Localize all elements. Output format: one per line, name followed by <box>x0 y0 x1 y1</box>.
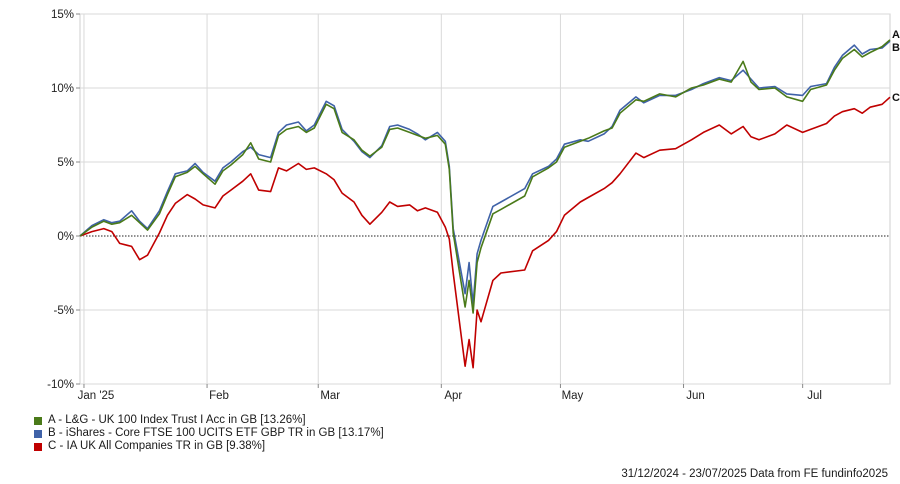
legend-swatch-a <box>34 416 42 425</box>
y-tick-label: -5% <box>54 305 74 317</box>
x-axis: Jan '25 Feb Mar Apr May Jun Jul <box>78 384 822 402</box>
end-label-a: A <box>892 29 900 41</box>
y-tick-label: -10% <box>47 379 74 391</box>
series-line-a <box>79 39 891 314</box>
legend-label-a: A - L&G - UK 100 Index Trust I Acc in GB… <box>48 414 306 426</box>
y-tick-label: 15% <box>51 9 74 21</box>
x-tick-label: May <box>562 390 584 402</box>
legend-label-b: B - iShares - Core FTSE 100 UCITS ETF GB… <box>48 427 384 439</box>
legend-label-c: C - IA UK All Companies TR in GB [9.38%] <box>48 440 266 452</box>
x-tick-label: Jul <box>807 390 822 402</box>
legend-item-a: A - L&G - UK 100 Index Trust I Acc in GB… <box>34 414 384 427</box>
series-lines <box>79 39 891 369</box>
end-label-c: C <box>892 92 900 104</box>
x-tick-label: Mar <box>320 390 340 402</box>
x-tick-label: Apr <box>444 390 462 402</box>
y-tick-label: 5% <box>57 157 74 169</box>
series-line-c <box>79 96 891 369</box>
y-axis: -10% -5% 0% 5% 10% 15% <box>47 9 80 391</box>
legend-swatch-c <box>34 442 42 451</box>
legend-item-c: C - IA UK All Companies TR in GB [9.38%] <box>34 440 384 453</box>
x-tick-label: Jan '25 <box>78 390 115 402</box>
grid <box>80 13 890 385</box>
x-tick-label: Feb <box>209 390 229 402</box>
x-tick-label: Jun <box>686 390 705 402</box>
data-source-footer: 31/12/2024 - 23/07/2025 Data from FE fun… <box>621 468 888 480</box>
legend-swatch-b <box>34 429 42 438</box>
y-tick-label: 10% <box>51 83 74 95</box>
legend: A - L&G - UK 100 Index Trust I Acc in GB… <box>34 414 384 453</box>
legend-item-b: B - iShares - Core FTSE 100 UCITS ETF GB… <box>34 427 384 440</box>
plot-area <box>79 13 891 385</box>
performance-line-chart: -10% -5% 0% 5% 10% 15% Jan '25 Feb Mar Apr May Jun… <box>47 9 900 402</box>
y-tick-label: 0% <box>57 231 74 243</box>
series-end-labels: AB C <box>892 29 900 104</box>
end-label-b: B <box>892 42 900 54</box>
